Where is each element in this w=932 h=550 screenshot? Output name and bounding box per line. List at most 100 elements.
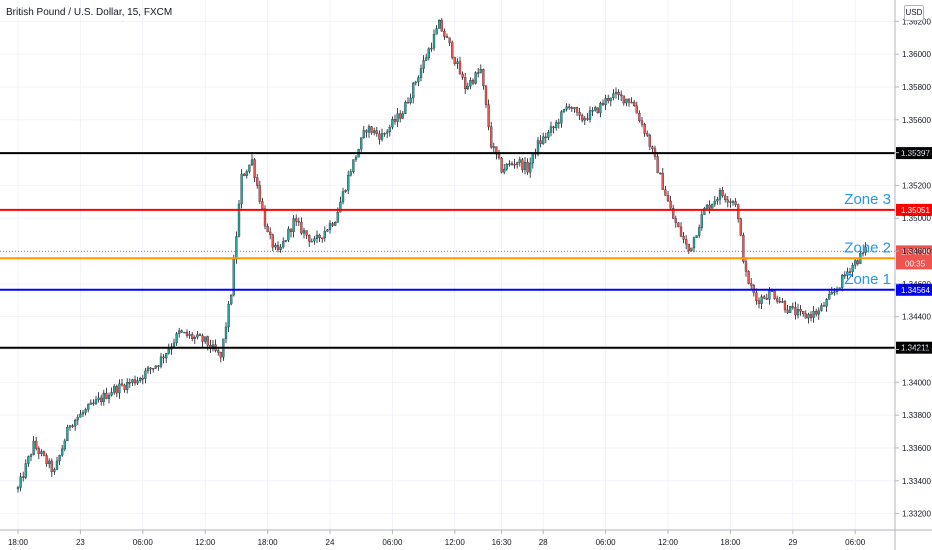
y-tick-label: 1.34000 <box>902 378 931 387</box>
candle-up <box>438 20 441 29</box>
candle-up <box>841 274 844 288</box>
candle-up <box>573 107 576 109</box>
candle-down <box>578 112 581 116</box>
candle-up <box>705 204 709 209</box>
candle-up <box>594 107 597 111</box>
candle-down <box>659 172 662 175</box>
candle-down <box>674 218 677 223</box>
candle-down <box>269 231 272 235</box>
candle-down <box>640 120 644 125</box>
candle-down <box>393 119 397 122</box>
x-tick-label: 24 <box>326 538 335 547</box>
candle-up <box>282 241 285 248</box>
candle-up <box>404 101 407 114</box>
candle-down <box>22 476 25 478</box>
candle-down <box>620 94 623 96</box>
y-tick-label: 1.36200 <box>902 17 931 26</box>
candle-up <box>700 214 703 228</box>
candle-down <box>300 221 303 234</box>
candle-up <box>24 463 27 478</box>
y-tick-label: 1.35800 <box>902 83 931 92</box>
candle-up <box>523 161 527 170</box>
candle-up <box>604 98 607 105</box>
candle-up <box>555 122 558 128</box>
candle-up <box>492 146 495 148</box>
candle-up <box>16 487 20 490</box>
x-tick-label: 06:00 <box>133 538 154 547</box>
candle-down <box>552 126 555 128</box>
candle-down <box>648 135 651 147</box>
candle-up <box>326 229 329 232</box>
candle-down <box>289 228 293 233</box>
candle-down <box>399 113 402 119</box>
candle-down <box>765 298 768 300</box>
candle-down <box>544 136 547 139</box>
candle-up <box>227 303 230 328</box>
candle-up <box>846 271 849 276</box>
candle-up <box>87 404 90 410</box>
candle-down <box>261 201 264 209</box>
candle-up <box>323 231 326 239</box>
candle-down <box>263 208 267 227</box>
x-tick-label: 29 <box>788 538 797 547</box>
candle-down <box>757 300 761 304</box>
candle-down <box>92 402 95 405</box>
candle-down <box>458 61 462 75</box>
candle-up <box>718 190 722 200</box>
candle-up <box>536 140 540 155</box>
chart-title: British Pound / U.S. Dollar, 15, FXCM <box>6 7 173 18</box>
candle-down <box>687 243 690 252</box>
candle-down <box>570 107 573 109</box>
candle-up <box>419 68 423 78</box>
candle-up <box>388 126 391 133</box>
candle-down <box>739 218 742 236</box>
candle-down <box>198 334 202 337</box>
candle-up <box>235 236 238 260</box>
candle-up <box>690 247 693 252</box>
candle-up <box>508 163 511 165</box>
candle-up <box>692 237 696 249</box>
candle-down <box>786 309 789 313</box>
candle-down <box>185 331 189 336</box>
candle-down <box>526 161 529 173</box>
candle-down <box>100 397 103 402</box>
candle-up <box>703 208 706 215</box>
currency-badge[interactable]: USD <box>904 5 924 21</box>
y-tick-label: 1.34400 <box>902 313 931 322</box>
candle-down <box>622 95 625 104</box>
candle-down <box>318 234 321 239</box>
candle-down <box>617 92 620 95</box>
candle-up <box>422 60 425 69</box>
candle-down <box>115 386 118 394</box>
y-tick-label: 1.33600 <box>902 444 931 453</box>
candle-down <box>856 260 859 264</box>
level-price-label: 1.34211 <box>901 344 930 353</box>
candle-up <box>864 246 867 253</box>
candle-down <box>201 335 204 342</box>
candle-down <box>791 306 794 308</box>
candle-up <box>362 130 365 138</box>
x-tick-label: 16:30 <box>492 538 513 547</box>
x-tick-label: 12:00 <box>658 538 679 547</box>
candle-up <box>396 113 399 122</box>
candle-down <box>321 237 324 240</box>
candle-down <box>495 146 498 155</box>
candle-up <box>245 171 248 176</box>
candle-up <box>789 306 792 313</box>
candle-down <box>440 20 443 32</box>
candle-up <box>380 133 384 140</box>
x-tick-label: 28 <box>539 538 548 547</box>
candle-up <box>29 454 33 457</box>
candle-up <box>760 296 763 304</box>
candle-down <box>461 73 464 78</box>
candle-up <box>27 456 30 464</box>
level-price-tag <box>896 283 932 296</box>
candle-down <box>763 296 766 299</box>
candle-down <box>331 223 334 226</box>
candle-up <box>731 201 735 203</box>
candle-down <box>448 37 451 43</box>
candle-down <box>708 204 711 209</box>
candle-up <box>315 234 319 239</box>
candle-up <box>713 200 716 205</box>
